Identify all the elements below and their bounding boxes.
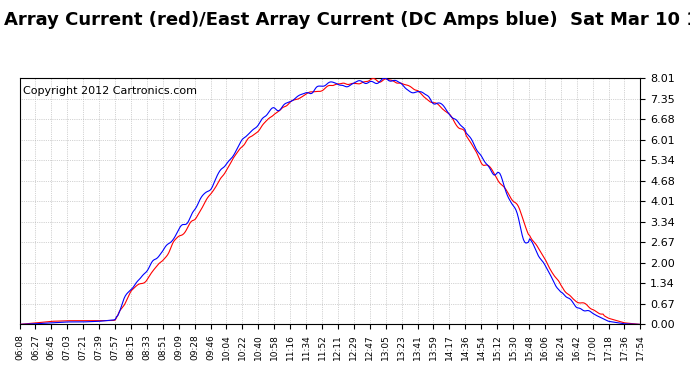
Text: West Array Current (red)/East Array Current (DC Amps blue)  Sat Mar 10 18:00: West Array Current (red)/East Array Curr… xyxy=(0,11,690,29)
Text: Copyright 2012 Cartronics.com: Copyright 2012 Cartronics.com xyxy=(23,86,197,96)
